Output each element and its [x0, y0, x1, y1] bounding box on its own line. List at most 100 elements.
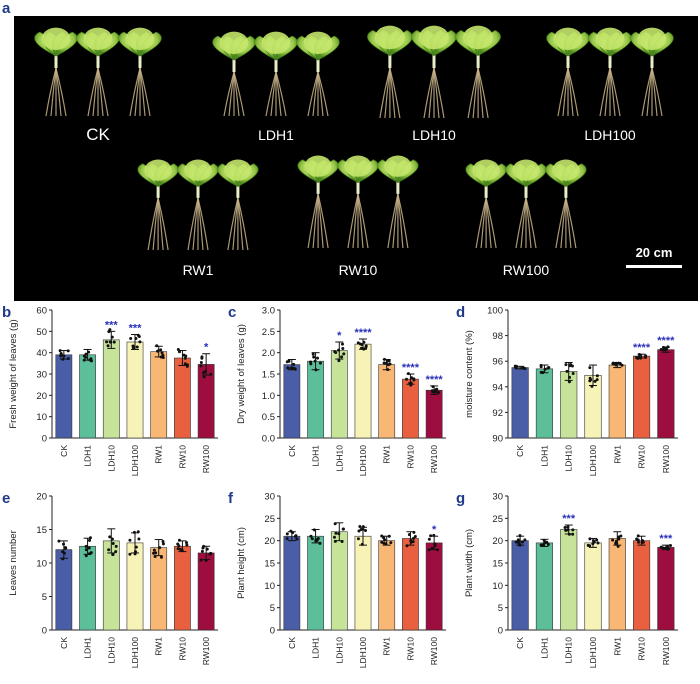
- data-point: [518, 543, 522, 547]
- data-point: [515, 364, 519, 368]
- bar-rw10: [174, 545, 191, 631]
- data-point: [382, 357, 386, 361]
- data-point: [60, 353, 64, 357]
- bar-rw10: [402, 538, 419, 631]
- data-point: [286, 366, 290, 370]
- data-point: [595, 374, 599, 378]
- bar-rw1: [150, 351, 168, 439]
- bar-rw10: [633, 540, 651, 631]
- data-point: [313, 359, 317, 363]
- data-point: [635, 355, 639, 359]
- data-point: [136, 530, 140, 534]
- data-point: [565, 369, 569, 373]
- panel-letter-c: c: [228, 304, 237, 321]
- y-tick-label: 20: [492, 536, 503, 547]
- data-point: [199, 364, 203, 368]
- data-point: [159, 355, 163, 359]
- data-point: [337, 359, 341, 363]
- x-tick-label: LDH1: [83, 445, 93, 467]
- data-point: [66, 349, 70, 353]
- data-point: [111, 553, 115, 557]
- bar-ck: [55, 549, 73, 631]
- data-point: [84, 352, 88, 356]
- x-tick-label: LDH100: [358, 637, 368, 668]
- data-point: [137, 537, 141, 541]
- bar-ck: [511, 540, 529, 631]
- y-tick-label: 98: [492, 331, 503, 342]
- data-point: [177, 538, 181, 542]
- data-point: [588, 537, 592, 541]
- panel-letter-a: a: [2, 0, 11, 17]
- y-tick-label: 40: [36, 348, 47, 359]
- x-tick-label: LDH1: [311, 445, 321, 467]
- x-tick-label: LDH100: [588, 445, 598, 476]
- data-point: [430, 546, 434, 550]
- data-point: [340, 355, 344, 359]
- data-point: [202, 375, 206, 379]
- data-point: [107, 330, 111, 334]
- y-tick-label: 10: [492, 581, 503, 592]
- panel-letter-f: f: [228, 490, 233, 507]
- data-point: [316, 536, 320, 540]
- data-point: [62, 354, 66, 358]
- bar-ck: [511, 367, 529, 439]
- chart-leaves-number: 0 5 10 15 20 Leaves number CK LDH1 LDH10 LDH100 RW…: [8, 492, 218, 668]
- data-point: [435, 548, 439, 552]
- data-point: [516, 538, 520, 542]
- bar-rw1: [608, 538, 626, 631]
- data-point: [571, 528, 575, 532]
- data-point: [637, 355, 641, 359]
- data-point: [518, 534, 522, 538]
- data-point: [563, 526, 567, 530]
- data-point: [84, 554, 88, 558]
- x-tick-label: RW1: [382, 445, 392, 464]
- y-tick-label: 0.0: [262, 434, 275, 445]
- x-tick-label: RW10: [637, 445, 647, 469]
- data-point: [356, 537, 360, 541]
- bar-rw1: [608, 364, 626, 439]
- bar-ldh1: [307, 535, 324, 631]
- significance-mark: ****: [426, 374, 444, 386]
- data-point: [287, 359, 291, 363]
- scale-bar: [626, 265, 682, 268]
- data-point: [384, 361, 388, 365]
- data-point: [408, 381, 412, 385]
- x-tick-label: LDH100: [358, 445, 368, 476]
- data-point: [312, 355, 316, 359]
- x-tick-label: RW100: [661, 445, 671, 473]
- data-point: [315, 356, 319, 360]
- data-point: [405, 544, 409, 548]
- data-point: [591, 539, 595, 543]
- data-point: [427, 537, 431, 541]
- lettuce-plant: [377, 155, 419, 249]
- data-point: [593, 379, 597, 383]
- data-point: [362, 347, 366, 351]
- y-tick-label: 10: [36, 412, 47, 423]
- data-point: [333, 539, 337, 543]
- x-tick-label: RW100: [201, 637, 211, 665]
- data-point: [567, 532, 571, 536]
- data-point: [199, 361, 203, 365]
- y-tick-label: 5: [270, 603, 275, 614]
- data-point: [88, 536, 92, 540]
- data-point: [358, 524, 362, 528]
- data-point: [285, 532, 289, 536]
- panel-letter-g: g: [456, 490, 466, 507]
- panel-letter-e: e: [2, 490, 11, 507]
- data-point: [209, 551, 213, 555]
- data-point: [136, 333, 140, 337]
- bar-rw10: [174, 357, 191, 439]
- data-point: [340, 342, 344, 346]
- data-point: [637, 540, 641, 544]
- bar-ldh10: [560, 529, 578, 631]
- data-point: [636, 534, 640, 538]
- lettuce-plant: [76, 27, 120, 117]
- lettuce-plant: [588, 27, 632, 117]
- data-point: [361, 527, 365, 531]
- x-tick-label: LDH100: [588, 637, 598, 668]
- data-point: [363, 529, 367, 533]
- chart-plant-width: 0 5 10 15 20 25 30 Plant width (cm) CK LDH1 *** LDH…: [464, 492, 678, 668]
- data-point: [315, 539, 319, 543]
- x-tick-label: CK: [515, 445, 525, 457]
- data-point: [135, 345, 139, 349]
